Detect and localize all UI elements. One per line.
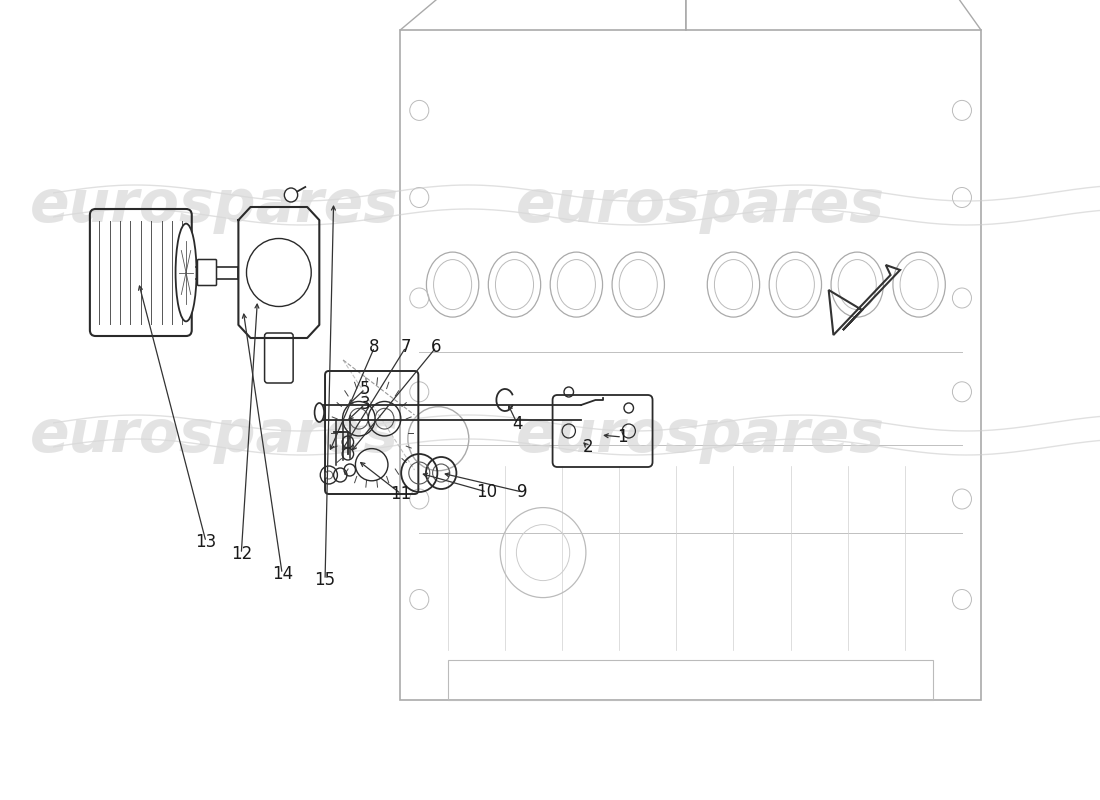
Circle shape <box>284 188 298 202</box>
Text: 15: 15 <box>315 571 336 589</box>
Text: eurospares: eurospares <box>516 406 884 463</box>
Text: 14: 14 <box>272 565 293 583</box>
Text: 2: 2 <box>583 438 593 456</box>
Text: 12: 12 <box>231 545 252 563</box>
Text: 7: 7 <box>400 338 411 356</box>
Ellipse shape <box>315 403 324 422</box>
FancyBboxPatch shape <box>198 259 217 286</box>
Text: 1: 1 <box>617 428 627 446</box>
Text: 8: 8 <box>370 338 379 356</box>
Text: 13: 13 <box>196 533 217 551</box>
Text: 4: 4 <box>513 415 522 433</box>
Text: 3: 3 <box>360 395 371 413</box>
Text: eurospares: eurospares <box>30 406 399 463</box>
Text: 6: 6 <box>431 338 442 356</box>
Text: 11: 11 <box>390 485 411 503</box>
Text: eurospares: eurospares <box>516 177 884 234</box>
Text: 10: 10 <box>476 483 497 501</box>
Text: eurospares: eurospares <box>30 177 399 234</box>
Ellipse shape <box>176 224 197 322</box>
Text: 5: 5 <box>360 380 371 398</box>
Text: 9: 9 <box>517 483 527 501</box>
